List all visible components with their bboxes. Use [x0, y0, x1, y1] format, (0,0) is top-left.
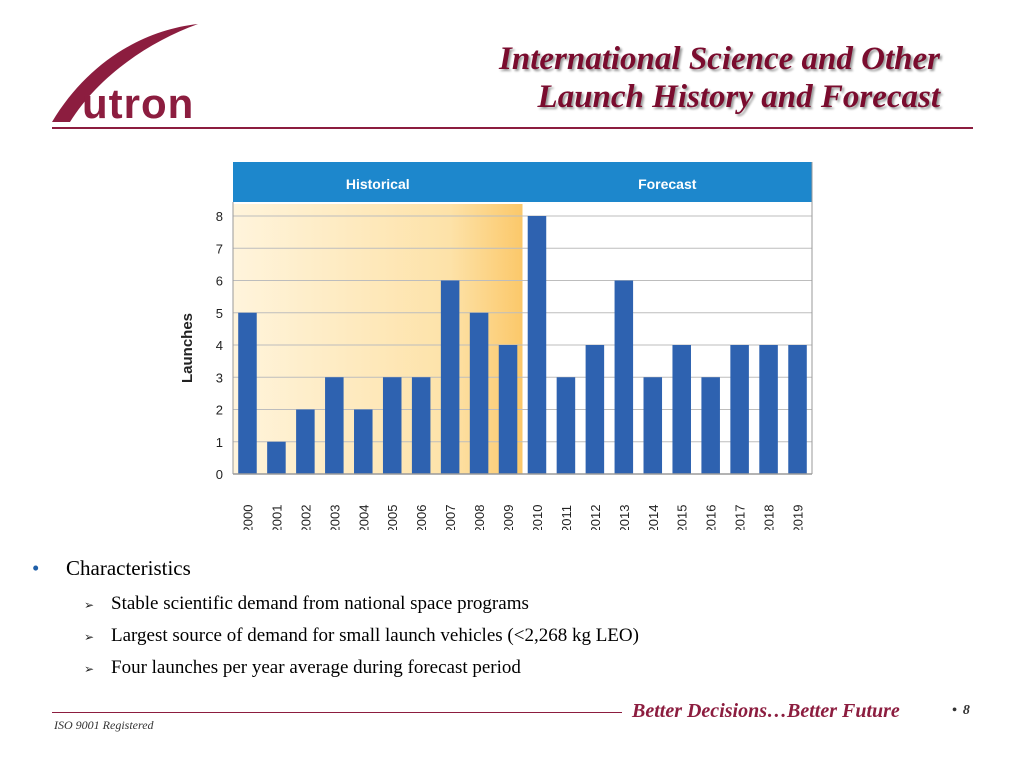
bar-2015 — [672, 345, 691, 474]
x-tick-label: 2000 — [240, 505, 255, 530]
period-label: Forecast — [638, 176, 697, 192]
bar-2003 — [325, 377, 344, 474]
y-tick-label: 4 — [216, 338, 223, 353]
y-tick-label: 3 — [216, 370, 223, 385]
footer-divider — [52, 712, 622, 713]
y-tick-label: 8 — [216, 209, 223, 224]
x-tick-label: 2002 — [298, 505, 313, 530]
bullet-heading: • Characteristics — [30, 554, 970, 582]
bar-2001 — [267, 441, 286, 474]
bar-2013 — [614, 280, 634, 474]
y-tick-label: 6 — [216, 274, 223, 289]
arrow-bullet-icon: ➢ — [84, 598, 95, 612]
x-tick-label: 2019 — [791, 505, 806, 530]
bullet-heading-text: Characteristics — [66, 556, 191, 580]
x-tick-label: 2014 — [646, 505, 661, 530]
bar-2012 — [585, 345, 605, 474]
x-tick-label: 2011 — [559, 505, 574, 530]
bullet-item-text: Four launches per year average during fo… — [111, 657, 521, 678]
x-tick-label: 2004 — [356, 505, 371, 530]
x-tick-label: 2009 — [501, 505, 516, 530]
arrow-bullet-icon: ➢ — [84, 630, 95, 644]
bar-2004 — [354, 409, 373, 474]
x-tick-label: 2005 — [385, 505, 400, 530]
x-tick-label: 2015 — [675, 505, 690, 530]
page-separator: • — [952, 703, 957, 718]
bar-2016 — [701, 377, 720, 474]
y-tick-label: 5 — [216, 306, 223, 321]
bullet-item: ➢ Largest source of demand for small lau… — [30, 620, 970, 652]
title-line-2: Launch History and Forecast — [537, 79, 940, 115]
bullet-item-text: Largest source of demand for small launc… — [111, 625, 639, 646]
bar-2009 — [498, 345, 518, 474]
bar-2010 — [527, 216, 547, 474]
x-tick-label: 2006 — [414, 505, 429, 530]
bar-2019 — [788, 345, 807, 474]
launch-bar-chart: Historical Forecast 0 1 2 3 4 5 6 7 8 2000 2001 2002 2… — [179, 162, 813, 530]
x-tick-label: 2007 — [443, 505, 458, 530]
bar-2008 — [469, 312, 489, 474]
x-tick-label: 2010 — [530, 505, 545, 530]
iso-registration: ISO 9001 Registered — [54, 718, 154, 732]
arrow-bullet-icon: ➢ — [84, 662, 95, 676]
x-tick-label: 2017 — [733, 505, 748, 530]
bar-2011 — [556, 377, 576, 474]
y-tick-label: 1 — [216, 435, 223, 450]
period-label: Historical — [346, 176, 410, 192]
bullet-item: ➢ Stable scientific demand from national… — [30, 588, 970, 620]
bar-2018 — [759, 345, 778, 474]
logo-text: utron — [82, 80, 194, 126]
page-title: International Science and Other Launch H… — [499, 40, 940, 116]
period-header-forecast — [522, 162, 812, 202]
characteristics-list: • Characteristics ➢ Stable scientific de… — [30, 554, 970, 684]
x-tick-label: 2016 — [704, 505, 719, 530]
bullet-dot-icon: • — [32, 556, 40, 580]
footer-slogan: Better Decisions…Better Future — [632, 700, 900, 722]
bar-2000 — [238, 312, 257, 474]
bullet-item-text: Stable scientific demand from national s… — [111, 593, 529, 614]
bar-2006 — [411, 377, 431, 474]
x-tick-label: 2013 — [617, 505, 632, 530]
y-tick-label: 7 — [216, 241, 223, 256]
y-tick-label: 2 — [216, 403, 223, 418]
page-number-block: • 8 — [952, 703, 970, 719]
logo-swoosh — [52, 24, 198, 122]
header-divider — [52, 127, 973, 129]
x-tick-label: 2008 — [472, 505, 487, 530]
page-number: 8 — [962, 703, 970, 718]
y-axis-label: Launches — [179, 313, 196, 383]
title-line-1: International Science and Other — [499, 41, 940, 77]
x-tick-label: 2003 — [327, 505, 342, 530]
bar-2014 — [643, 377, 663, 474]
bar-2007 — [440, 280, 460, 474]
bullet-item: ➢ Four launches per year average during … — [30, 652, 970, 684]
x-tick-label: 2001 — [269, 505, 284, 530]
period-header-historical — [233, 162, 523, 202]
x-tick-label: 2018 — [762, 505, 777, 530]
bar-2005 — [382, 377, 402, 474]
bar-2002 — [296, 409, 315, 474]
x-tick-label: 2012 — [588, 505, 603, 530]
bar-2017 — [730, 345, 749, 474]
futron-logo: utron — [52, 24, 198, 126]
y-tick-label: 0 — [216, 467, 223, 482]
header-underline — [233, 202, 812, 204]
